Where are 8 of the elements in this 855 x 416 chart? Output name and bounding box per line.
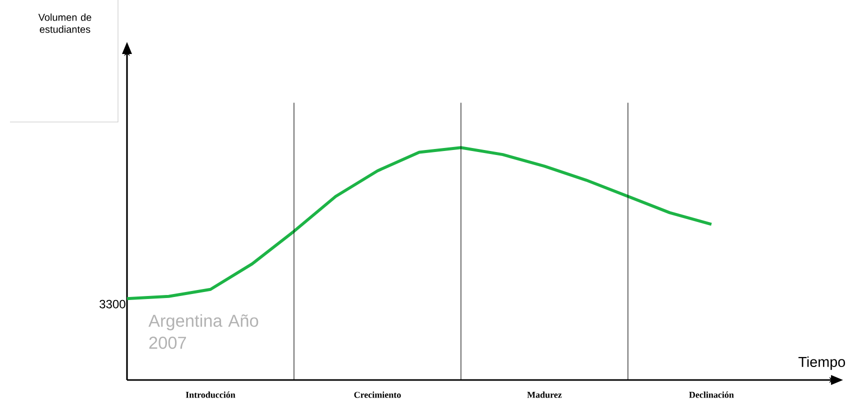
x-axis-title: Tiempo — [798, 356, 846, 370]
x-tick-label: Introducción — [186, 392, 236, 398]
annotation: Argentina Año 2007 — [148, 314, 258, 349]
x-tick-label: Madurez — [527, 392, 562, 398]
text: 3300 — [100, 300, 126, 308]
x-tick-label: Declinación — [689, 392, 734, 398]
text: Volumen de estudiantes — [38, 14, 92, 33]
x-tick-label: Crecimiento — [354, 392, 401, 398]
